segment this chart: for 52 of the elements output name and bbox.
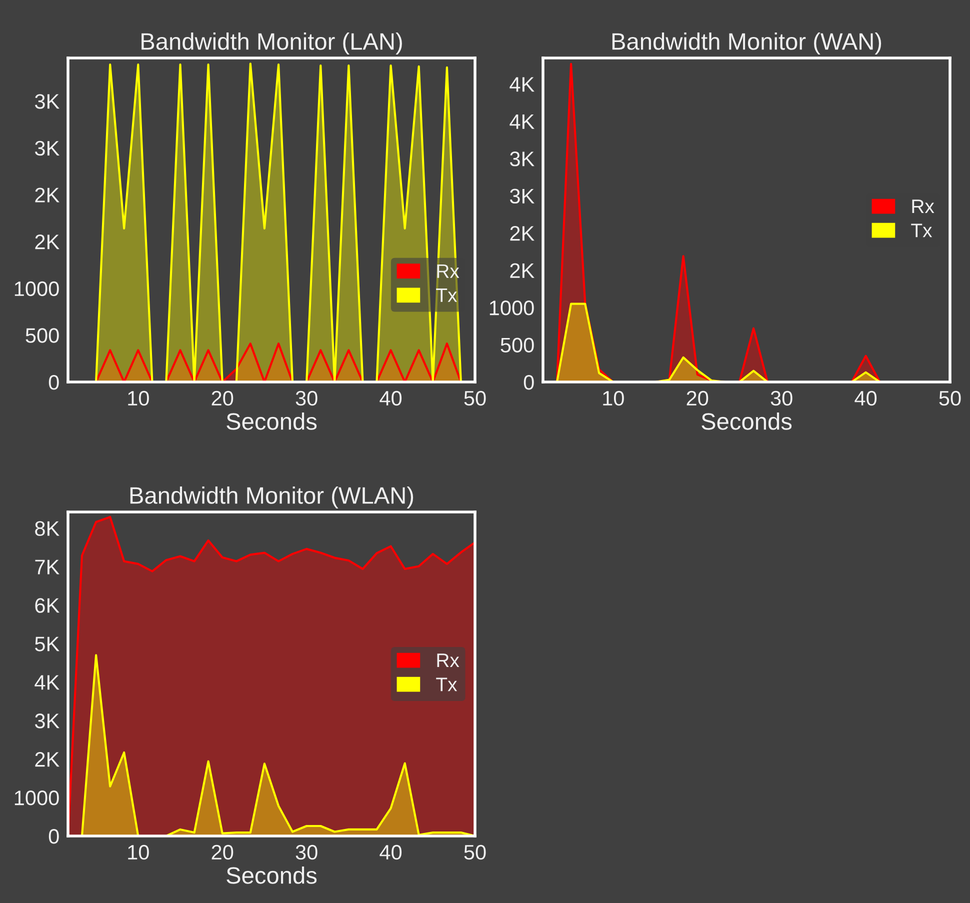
- x-tick-label: 10: [128, 390, 149, 406]
- y-tick-label: 2K: [510, 226, 534, 241]
- x-tick-label: 30: [770, 390, 792, 406]
- x-tick-label: 50: [464, 390, 486, 406]
- x-tick-label: 20: [212, 390, 234, 406]
- chart-title: Bandwidth Monitor (WLAN): [130, 486, 414, 509]
- y-tick-label: 8K: [35, 521, 60, 536]
- y-tick-label: 1000: [490, 300, 534, 316]
- y-tick-label: 2K: [35, 752, 60, 767]
- legend-label: Tx: [436, 288, 458, 302]
- x-tick-label: 50: [464, 844, 486, 860]
- legend-label: Tx: [911, 224, 932, 238]
- y-tick-label: 2K: [35, 234, 60, 250]
- legend-label: Rx: [912, 200, 934, 214]
- x-axis-title: Seconds: [226, 866, 317, 884]
- y-tick-label: 3K: [34, 714, 60, 728]
- y-tick-label: 3K: [34, 94, 60, 109]
- x-tick-label: 10: [128, 844, 149, 860]
- y-tick-label: 0: [524, 375, 534, 390]
- legend-label: Tx: [436, 678, 458, 692]
- y-tick-label: 4K: [34, 675, 60, 690]
- x-tick-label: 40: [854, 390, 877, 406]
- x-tick-label: 10: [603, 390, 624, 406]
- y-tick-label: 2K: [35, 188, 60, 202]
- legend-label: Rx: [437, 264, 460, 278]
- y-tick-label: 0: [48, 375, 59, 390]
- y-tick-label: 3K: [34, 140, 60, 156]
- y-tick-label: 7K: [35, 560, 60, 574]
- x-tick-label: 20: [686, 390, 708, 406]
- x-tick-label: 40: [380, 390, 402, 406]
- y-tick-label: 3K: [510, 152, 534, 166]
- legend-label: Rx: [437, 654, 460, 668]
- x-axis-title: Seconds: [702, 412, 792, 430]
- x-tick-label: 30: [296, 844, 318, 860]
- y-tick-label: 1000: [14, 790, 59, 806]
- y-tick-label: 1000: [14, 281, 59, 296]
- x-tick-label: 40: [380, 844, 402, 860]
- chart-title: Bandwidth Monitor (WAN): [612, 32, 882, 55]
- y-tick-label: 5K: [35, 636, 60, 652]
- x-tick-label: 30: [296, 390, 318, 406]
- y-tick-label: 6K: [35, 598, 60, 613]
- y-tick-label: 500: [26, 328, 59, 343]
- y-tick-label: 3K: [510, 188, 534, 204]
- y-tick-label: 2K: [510, 263, 534, 278]
- x-tick-label: 50: [939, 390, 961, 406]
- y-tick-label: 4K: [510, 77, 534, 92]
- x-axis-title: Seconds: [226, 412, 317, 430]
- y-tick-label: 4K: [510, 114, 534, 129]
- x-tick-label: 20: [212, 844, 234, 860]
- y-tick-label: 0: [48, 829, 59, 844]
- y-tick-label: 500: [500, 338, 534, 353]
- chart-title: Bandwidth Monitor (LAN): [142, 32, 402, 55]
